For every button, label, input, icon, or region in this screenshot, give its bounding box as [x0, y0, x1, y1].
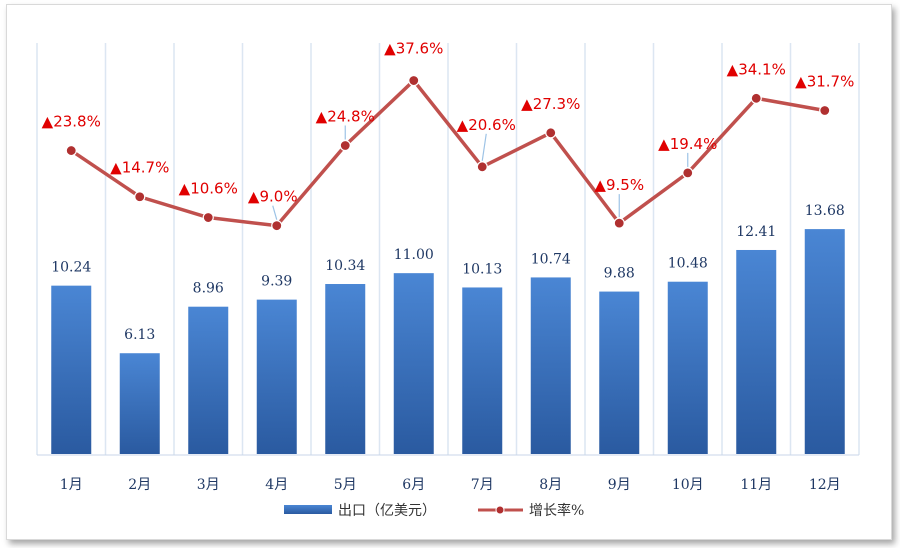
bar — [736, 249, 777, 454]
bar — [804, 229, 845, 454]
legend-bar-swatch — [284, 505, 332, 514]
bar — [462, 287, 503, 454]
label-leader-line — [481, 133, 487, 161]
bar-value-label: 9.39 — [261, 274, 292, 290]
bar — [119, 353, 160, 454]
bar-value-label: 12.41 — [736, 224, 776, 240]
x-tick-label: 3月 — [197, 477, 220, 493]
growth-rate-label: ▲27.3% — [521, 95, 580, 113]
bar-value-label: 8.96 — [193, 281, 224, 297]
bar-value-label: 10.48 — [668, 256, 708, 272]
bar-value-label: 10.13 — [462, 261, 502, 277]
bar — [188, 306, 229, 454]
bar-value-label: 10.34 — [325, 258, 365, 274]
bar — [393, 273, 434, 454]
x-tick-label: 5月 — [334, 477, 357, 493]
bar-series — [51, 229, 845, 454]
line-point — [134, 191, 146, 203]
bar — [325, 284, 366, 454]
chart-frame: 10.24 6.13 8.96 9.39 10.34 11.00 10.13 10.74 9.8… — [6, 4, 892, 540]
growth-line — [70, 78, 826, 228]
bar — [667, 281, 708, 454]
line-point — [750, 92, 762, 104]
x-tick-label: 11月 — [740, 477, 772, 493]
growth-rate-label: ▲14.7% — [110, 159, 169, 177]
growth-rate-label: ▲10.6% — [179, 180, 238, 198]
bar-value-label: 13.68 — [805, 203, 845, 219]
x-tick-label: 9月 — [608, 477, 631, 493]
legend-line-label: 增长率% — [529, 502, 584, 519]
x-tick-label: 12月 — [809, 477, 841, 493]
combo-chart: 10.24 6.13 8.96 9.39 10.34 11.00 10.13 10.74 9.8… — [36, 40, 860, 519]
growth-rate-label: ▲37.6% — [384, 40, 443, 58]
bar-value-label: 9.88 — [604, 266, 635, 282]
bar — [51, 285, 92, 454]
line-point — [819, 104, 831, 117]
line-point — [476, 161, 488, 173]
line-point — [408, 74, 420, 87]
growth-rate-label: ▲20.6% — [457, 116, 516, 134]
data-labels: 10.24 6.13 8.96 9.39 10.34 11.00 10.13 10.74 9.8… — [42, 40, 855, 344]
bar-value-label: 11.00 — [394, 247, 434, 263]
legend-bar-label: 出口（亿美元） — [338, 503, 436, 519]
growth-rate-label: ▲9.0% — [248, 188, 298, 206]
growth-rate-label: ▲23.8% — [42, 113, 101, 131]
line-point — [65, 144, 77, 157]
x-tick-label: 10月 — [672, 477, 704, 493]
growth-rate-label: ▲34.1% — [727, 60, 786, 78]
line-point — [613, 217, 625, 229]
line-point — [545, 127, 557, 139]
bar — [256, 299, 297, 454]
bar — [599, 291, 640, 454]
line-point — [202, 211, 214, 224]
growth-rate-label: ▲19.4% — [658, 135, 717, 153]
x-tick-label: 1月 — [60, 477, 83, 493]
x-tick-label: 7月 — [471, 477, 494, 493]
x-tick-label: 2月 — [128, 477, 151, 493]
x-tick-label: 6月 — [402, 477, 425, 493]
x-axis-ticks: 1月 2月 3月 4月 5月 6月 7月 8月 9月 10月 11月 12月 — [60, 477, 841, 493]
grid-lines — [36, 43, 860, 456]
legend: 出口（亿美元） 增长率% — [284, 502, 584, 519]
line-point — [271, 220, 283, 232]
growth-rate-label: ▲24.8% — [316, 107, 375, 125]
bar-value-label: 6.13 — [124, 327, 155, 343]
bar-value-label: 10.74 — [531, 251, 571, 267]
bar-value-label: 10.24 — [51, 260, 91, 276]
growth-rate-label: ▲9.5% — [594, 176, 644, 194]
legend-line-marker — [495, 505, 505, 515]
line-point — [682, 167, 694, 179]
x-tick-label: 8月 — [539, 477, 562, 493]
label-leader-line — [272, 205, 278, 220]
bar — [530, 277, 571, 454]
growth-rate-label: ▲31.7% — [795, 72, 854, 90]
line-point — [339, 139, 351, 152]
line-series — [65, 74, 831, 232]
x-tick-label: 4月 — [265, 477, 288, 493]
